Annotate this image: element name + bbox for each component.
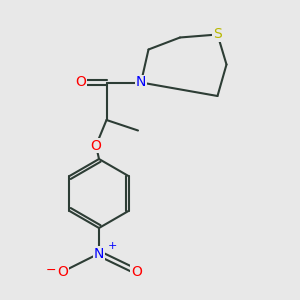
- Text: O: O: [91, 139, 101, 152]
- Text: S: S: [213, 28, 222, 41]
- Text: O: O: [76, 76, 86, 89]
- Text: +: +: [108, 241, 117, 251]
- Text: O: O: [131, 265, 142, 278]
- Text: O: O: [58, 265, 68, 278]
- Text: −: −: [46, 263, 56, 277]
- Text: N: N: [94, 247, 104, 260]
- Text: N: N: [136, 76, 146, 89]
